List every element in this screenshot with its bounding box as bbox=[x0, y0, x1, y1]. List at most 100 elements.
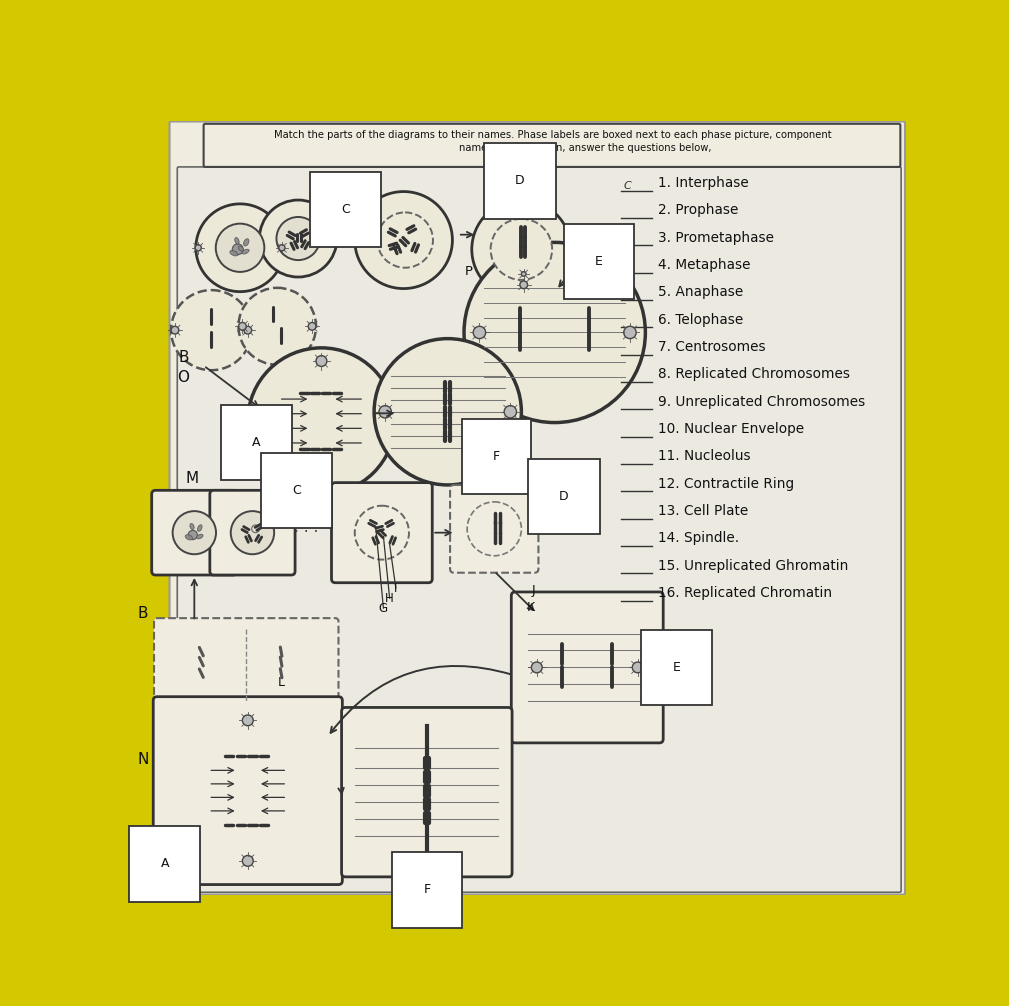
Circle shape bbox=[173, 511, 216, 554]
Text: B: B bbox=[138, 606, 148, 621]
Text: C: C bbox=[293, 484, 301, 497]
Text: M: M bbox=[186, 471, 199, 486]
Text: · · ·: · · · bbox=[294, 525, 318, 540]
Text: N: N bbox=[137, 752, 149, 768]
Ellipse shape bbox=[243, 238, 249, 246]
Text: F: F bbox=[493, 450, 500, 463]
Circle shape bbox=[473, 326, 485, 339]
Circle shape bbox=[377, 212, 433, 268]
Text: H: H bbox=[385, 592, 394, 605]
Text: 12. Contractile Ring: 12. Contractile Ring bbox=[658, 477, 794, 491]
Circle shape bbox=[504, 405, 517, 417]
Circle shape bbox=[242, 855, 253, 866]
Text: C: C bbox=[341, 203, 350, 215]
Ellipse shape bbox=[186, 534, 193, 540]
Text: J: J bbox=[532, 583, 536, 597]
Text: D: D bbox=[559, 490, 569, 503]
Text: 8. Replicated Chromosomes: 8. Replicated Chromosomes bbox=[658, 367, 850, 381]
Text: 3. Prometaphase: 3. Prometaphase bbox=[658, 230, 774, 244]
Circle shape bbox=[231, 511, 274, 554]
Circle shape bbox=[316, 356, 327, 366]
FancyBboxPatch shape bbox=[154, 618, 338, 713]
Circle shape bbox=[244, 326, 251, 334]
Circle shape bbox=[331, 234, 337, 240]
Ellipse shape bbox=[197, 534, 203, 539]
Circle shape bbox=[259, 200, 337, 277]
Circle shape bbox=[355, 191, 452, 289]
Text: P: P bbox=[465, 266, 472, 278]
FancyBboxPatch shape bbox=[153, 697, 342, 884]
Text: 6. Telophase: 6. Telophase bbox=[658, 313, 743, 327]
Text: K: K bbox=[527, 602, 535, 615]
Text: · · ·: · · · bbox=[335, 223, 359, 238]
Text: 14. Spindle.: 14. Spindle. bbox=[658, 531, 739, 545]
Text: 9. Unreplicated Chromosomes: 9. Unreplicated Chromosomes bbox=[658, 394, 865, 408]
Text: G: G bbox=[378, 602, 388, 615]
Text: F: F bbox=[624, 236, 630, 245]
Circle shape bbox=[196, 204, 285, 292]
Ellipse shape bbox=[230, 250, 238, 256]
Circle shape bbox=[172, 326, 179, 334]
Circle shape bbox=[238, 323, 246, 330]
Circle shape bbox=[195, 244, 202, 250]
Ellipse shape bbox=[242, 249, 249, 254]
FancyBboxPatch shape bbox=[204, 124, 900, 167]
FancyBboxPatch shape bbox=[332, 483, 432, 582]
Circle shape bbox=[633, 662, 643, 673]
Text: 10. Nuclear Envelope: 10. Nuclear Envelope bbox=[658, 423, 804, 436]
Text: 13. Cell Plate: 13. Cell Plate bbox=[658, 504, 748, 518]
Circle shape bbox=[374, 339, 522, 485]
Circle shape bbox=[278, 244, 285, 250]
Circle shape bbox=[532, 662, 542, 673]
Text: O: O bbox=[178, 369, 190, 384]
FancyBboxPatch shape bbox=[512, 592, 663, 742]
Text: D: D bbox=[515, 174, 525, 187]
Circle shape bbox=[316, 476, 327, 486]
Circle shape bbox=[216, 223, 264, 272]
Text: E: E bbox=[595, 256, 602, 269]
Text: 1. Interphase: 1. Interphase bbox=[658, 176, 749, 190]
Text: 5. Anaphase: 5. Anaphase bbox=[658, 286, 743, 300]
Circle shape bbox=[379, 405, 391, 417]
Text: I: I bbox=[395, 581, 398, 595]
Text: 2. Prophase: 2. Prophase bbox=[658, 203, 739, 217]
Ellipse shape bbox=[198, 525, 202, 531]
Circle shape bbox=[309, 323, 316, 330]
Text: A: A bbox=[160, 857, 170, 870]
Text: Match the parts of the diagrams to their names. Phase labels are boxed next to e: Match the parts of the diagrams to their… bbox=[273, 131, 831, 141]
Text: E: E bbox=[672, 661, 680, 674]
Ellipse shape bbox=[238, 246, 243, 252]
FancyBboxPatch shape bbox=[170, 122, 905, 894]
Circle shape bbox=[472, 200, 571, 299]
Circle shape bbox=[464, 242, 646, 423]
Circle shape bbox=[232, 243, 243, 255]
FancyBboxPatch shape bbox=[450, 485, 539, 572]
Text: A: A bbox=[252, 436, 260, 449]
Text: 16. Replicated Chromatin: 16. Replicated Chromatin bbox=[658, 586, 831, 600]
Text: 5: 5 bbox=[624, 291, 631, 301]
Text: B: B bbox=[179, 350, 189, 365]
Circle shape bbox=[276, 217, 320, 261]
Circle shape bbox=[248, 348, 396, 494]
FancyBboxPatch shape bbox=[151, 490, 237, 575]
Ellipse shape bbox=[190, 523, 194, 529]
Text: names are not. Then, answer the questions below,: names are not. Then, answer the question… bbox=[459, 144, 712, 154]
FancyBboxPatch shape bbox=[342, 707, 513, 877]
Text: 4. Metaphase: 4. Metaphase bbox=[658, 258, 751, 272]
Text: C: C bbox=[624, 181, 632, 191]
Text: 7. Centrosomes: 7. Centrosomes bbox=[658, 340, 766, 354]
Text: 15. Unreplicated Ghromatin: 15. Unreplicated Ghromatin bbox=[658, 558, 849, 572]
Text: 11. Nucleolus: 11. Nucleolus bbox=[658, 450, 751, 464]
Circle shape bbox=[355, 506, 409, 559]
Circle shape bbox=[520, 281, 528, 289]
FancyBboxPatch shape bbox=[178, 167, 901, 892]
Ellipse shape bbox=[235, 237, 239, 244]
Circle shape bbox=[624, 326, 636, 339]
FancyBboxPatch shape bbox=[210, 490, 295, 575]
Circle shape bbox=[188, 530, 198, 539]
Circle shape bbox=[238, 288, 316, 365]
Circle shape bbox=[242, 715, 253, 725]
Circle shape bbox=[522, 272, 526, 277]
Text: L: L bbox=[277, 676, 285, 689]
Circle shape bbox=[490, 218, 552, 280]
